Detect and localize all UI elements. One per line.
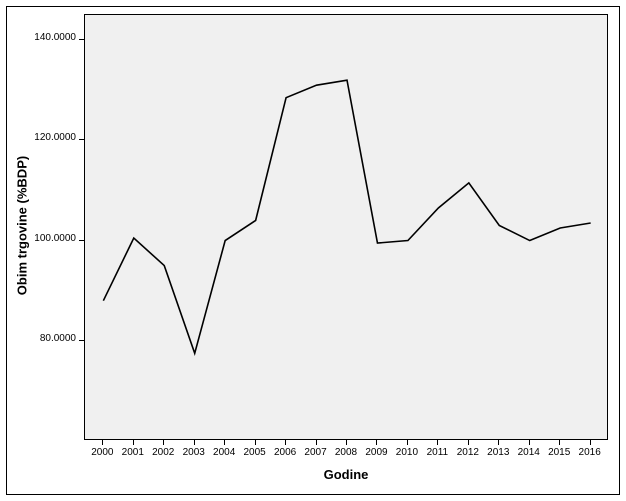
x-tick-label: 2009 bbox=[360, 447, 392, 458]
x-tick-label: 2016 bbox=[574, 447, 606, 458]
x-tick bbox=[285, 440, 286, 445]
y-tick bbox=[79, 240, 84, 241]
x-tick bbox=[468, 440, 469, 445]
x-tick-label: 2011 bbox=[421, 447, 453, 458]
x-tick bbox=[437, 440, 438, 445]
y-tick-label: 80.0000 bbox=[40, 333, 76, 344]
x-tick-label: 2015 bbox=[543, 447, 575, 458]
x-tick-label: 2013 bbox=[482, 447, 514, 458]
x-tick-label: 2014 bbox=[513, 447, 545, 458]
x-tick-label: 2006 bbox=[269, 447, 301, 458]
x-tick-label: 2000 bbox=[86, 447, 118, 458]
x-tick bbox=[102, 440, 103, 445]
x-tick bbox=[255, 440, 256, 445]
y-tick bbox=[79, 139, 84, 140]
x-tick bbox=[407, 440, 408, 445]
line-chart: Obim trgovine (%BDP) Godine 80.0000 100.0… bbox=[0, 0, 626, 501]
x-tick bbox=[163, 440, 164, 445]
x-tick-label: 2004 bbox=[208, 447, 240, 458]
y-tick bbox=[79, 39, 84, 40]
y-tick-label: 120.0000 bbox=[34, 132, 76, 143]
x-tick-label: 2001 bbox=[117, 447, 149, 458]
x-tick bbox=[529, 440, 530, 445]
x-tick-label: 2010 bbox=[391, 447, 423, 458]
x-tick bbox=[224, 440, 225, 445]
x-tick-label: 2007 bbox=[300, 447, 332, 458]
y-tick-label: 140.0000 bbox=[34, 32, 76, 43]
x-axis-label: Godine bbox=[246, 467, 446, 482]
y-tick-label: 100.0000 bbox=[34, 233, 76, 244]
x-tick-label: 2012 bbox=[452, 447, 484, 458]
x-tick bbox=[133, 440, 134, 445]
x-tick-label: 2005 bbox=[239, 447, 271, 458]
x-tick bbox=[498, 440, 499, 445]
series-line bbox=[103, 80, 590, 353]
y-tick bbox=[79, 340, 84, 341]
x-tick bbox=[346, 440, 347, 445]
x-tick-label: 2008 bbox=[330, 447, 362, 458]
x-tick bbox=[559, 440, 560, 445]
plot-area bbox=[84, 14, 608, 440]
x-tick bbox=[590, 440, 591, 445]
x-tick-label: 2002 bbox=[147, 447, 179, 458]
x-tick bbox=[194, 440, 195, 445]
x-tick bbox=[376, 440, 377, 445]
x-tick-label: 2003 bbox=[178, 447, 210, 458]
x-tick bbox=[316, 440, 317, 445]
y-axis-label: Obim trgovine (%BDP) bbox=[15, 126, 30, 326]
line-series-svg bbox=[85, 15, 609, 441]
